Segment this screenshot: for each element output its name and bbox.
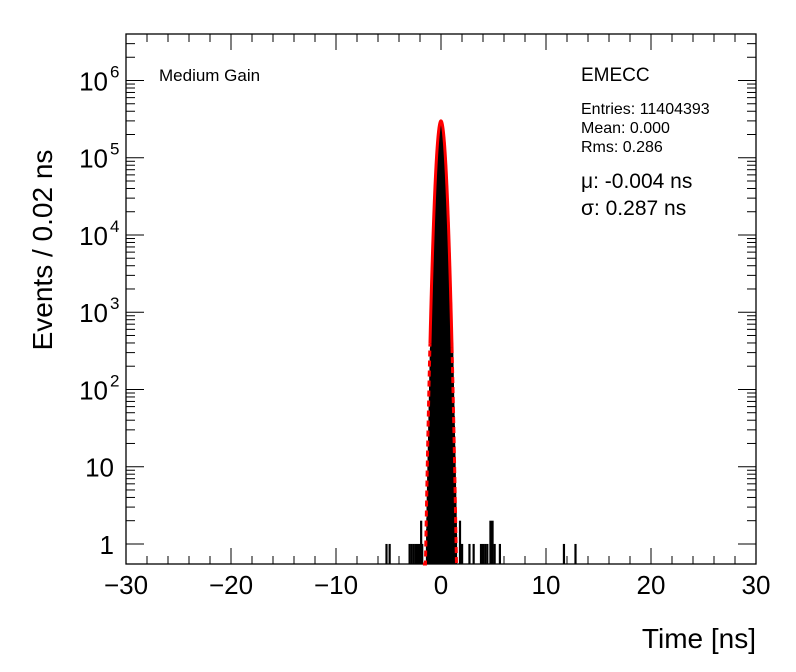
x-tick-label: −20 — [209, 570, 253, 600]
x-tick-label: −30 — [104, 570, 148, 600]
histogram-bar — [421, 543, 424, 564]
axis-ticks — [125, 33, 757, 564]
y-tick-exponent: 6 — [110, 63, 119, 82]
stats-mean: Mean: 0.000 — [581, 120, 670, 137]
histogram-bar — [482, 543, 485, 564]
histogram-bar — [468, 543, 471, 564]
histogram-bar — [493, 543, 496, 564]
x-tick-label: 20 — [637, 570, 666, 600]
x-tick-label: 10 — [532, 570, 561, 600]
fit-mu-label: μ: -0.004 ns — [581, 170, 692, 193]
histogram-bar — [461, 543, 464, 564]
fit-sigma-label: σ: 0.287 ns — [581, 197, 686, 220]
histogram-bar — [412, 543, 415, 564]
histogram-bar — [416, 543, 420, 564]
histogram-bar — [486, 543, 489, 564]
histogram-bar — [472, 543, 475, 564]
gaussian-fit — [422, 119, 460, 566]
fit-curve-tail-right — [450, 347, 460, 566]
fit-curve-tail-left — [422, 343, 432, 566]
y-tick-exponent: 2 — [110, 371, 119, 390]
histogram-bar — [489, 520, 492, 564]
histogram-bars — [385, 120, 577, 565]
histogram-bar — [498, 543, 501, 564]
histogram-bar — [458, 520, 462, 564]
y-tick-label: 10 — [79, 221, 108, 251]
stats-entries: Entries: 11404393 — [581, 101, 710, 118]
histogram-bar — [484, 543, 487, 564]
y-tick-label: 10 — [79, 298, 108, 328]
x-tick-label: −10 — [314, 570, 358, 600]
histogram-bar — [491, 520, 494, 564]
x-tick-labels: −30 −20 −10 0 10 20 30 — [104, 570, 771, 600]
x-tick-label: 0 — [434, 570, 448, 600]
y-tick-label: 10 — [79, 144, 108, 174]
x-axis-title: Time [ns] — [642, 623, 756, 654]
y-tick-exponent: 4 — [110, 217, 119, 236]
histogram-bar — [388, 543, 391, 564]
histogram-bar — [574, 543, 577, 564]
x-tick-label: 30 — [742, 570, 771, 600]
y-tick-label: 1 — [100, 530, 114, 560]
y-tick-label: 10 — [79, 67, 108, 97]
histogram-bar — [420, 520, 423, 564]
histogram-bar — [414, 543, 417, 564]
region-label: EMECC — [581, 65, 650, 86]
stats-rms: Rms: 0.286 — [581, 139, 663, 156]
gain-label: Medium Gain — [159, 66, 260, 85]
y-tick-label: 10 — [79, 375, 108, 405]
y-tick-exponent: 5 — [110, 140, 119, 159]
histogram-bar — [385, 543, 388, 564]
histogram-bar — [562, 543, 566, 564]
fit-curve — [428, 119, 454, 348]
histogram-bar — [408, 543, 411, 564]
y-axis-title: Events / 0.02 ns — [27, 150, 58, 351]
y-tick-exponent: 3 — [110, 294, 119, 313]
histogram-bar — [479, 543, 483, 564]
histogram-bar — [410, 543, 413, 564]
y-tick-label: 10 — [85, 453, 114, 483]
